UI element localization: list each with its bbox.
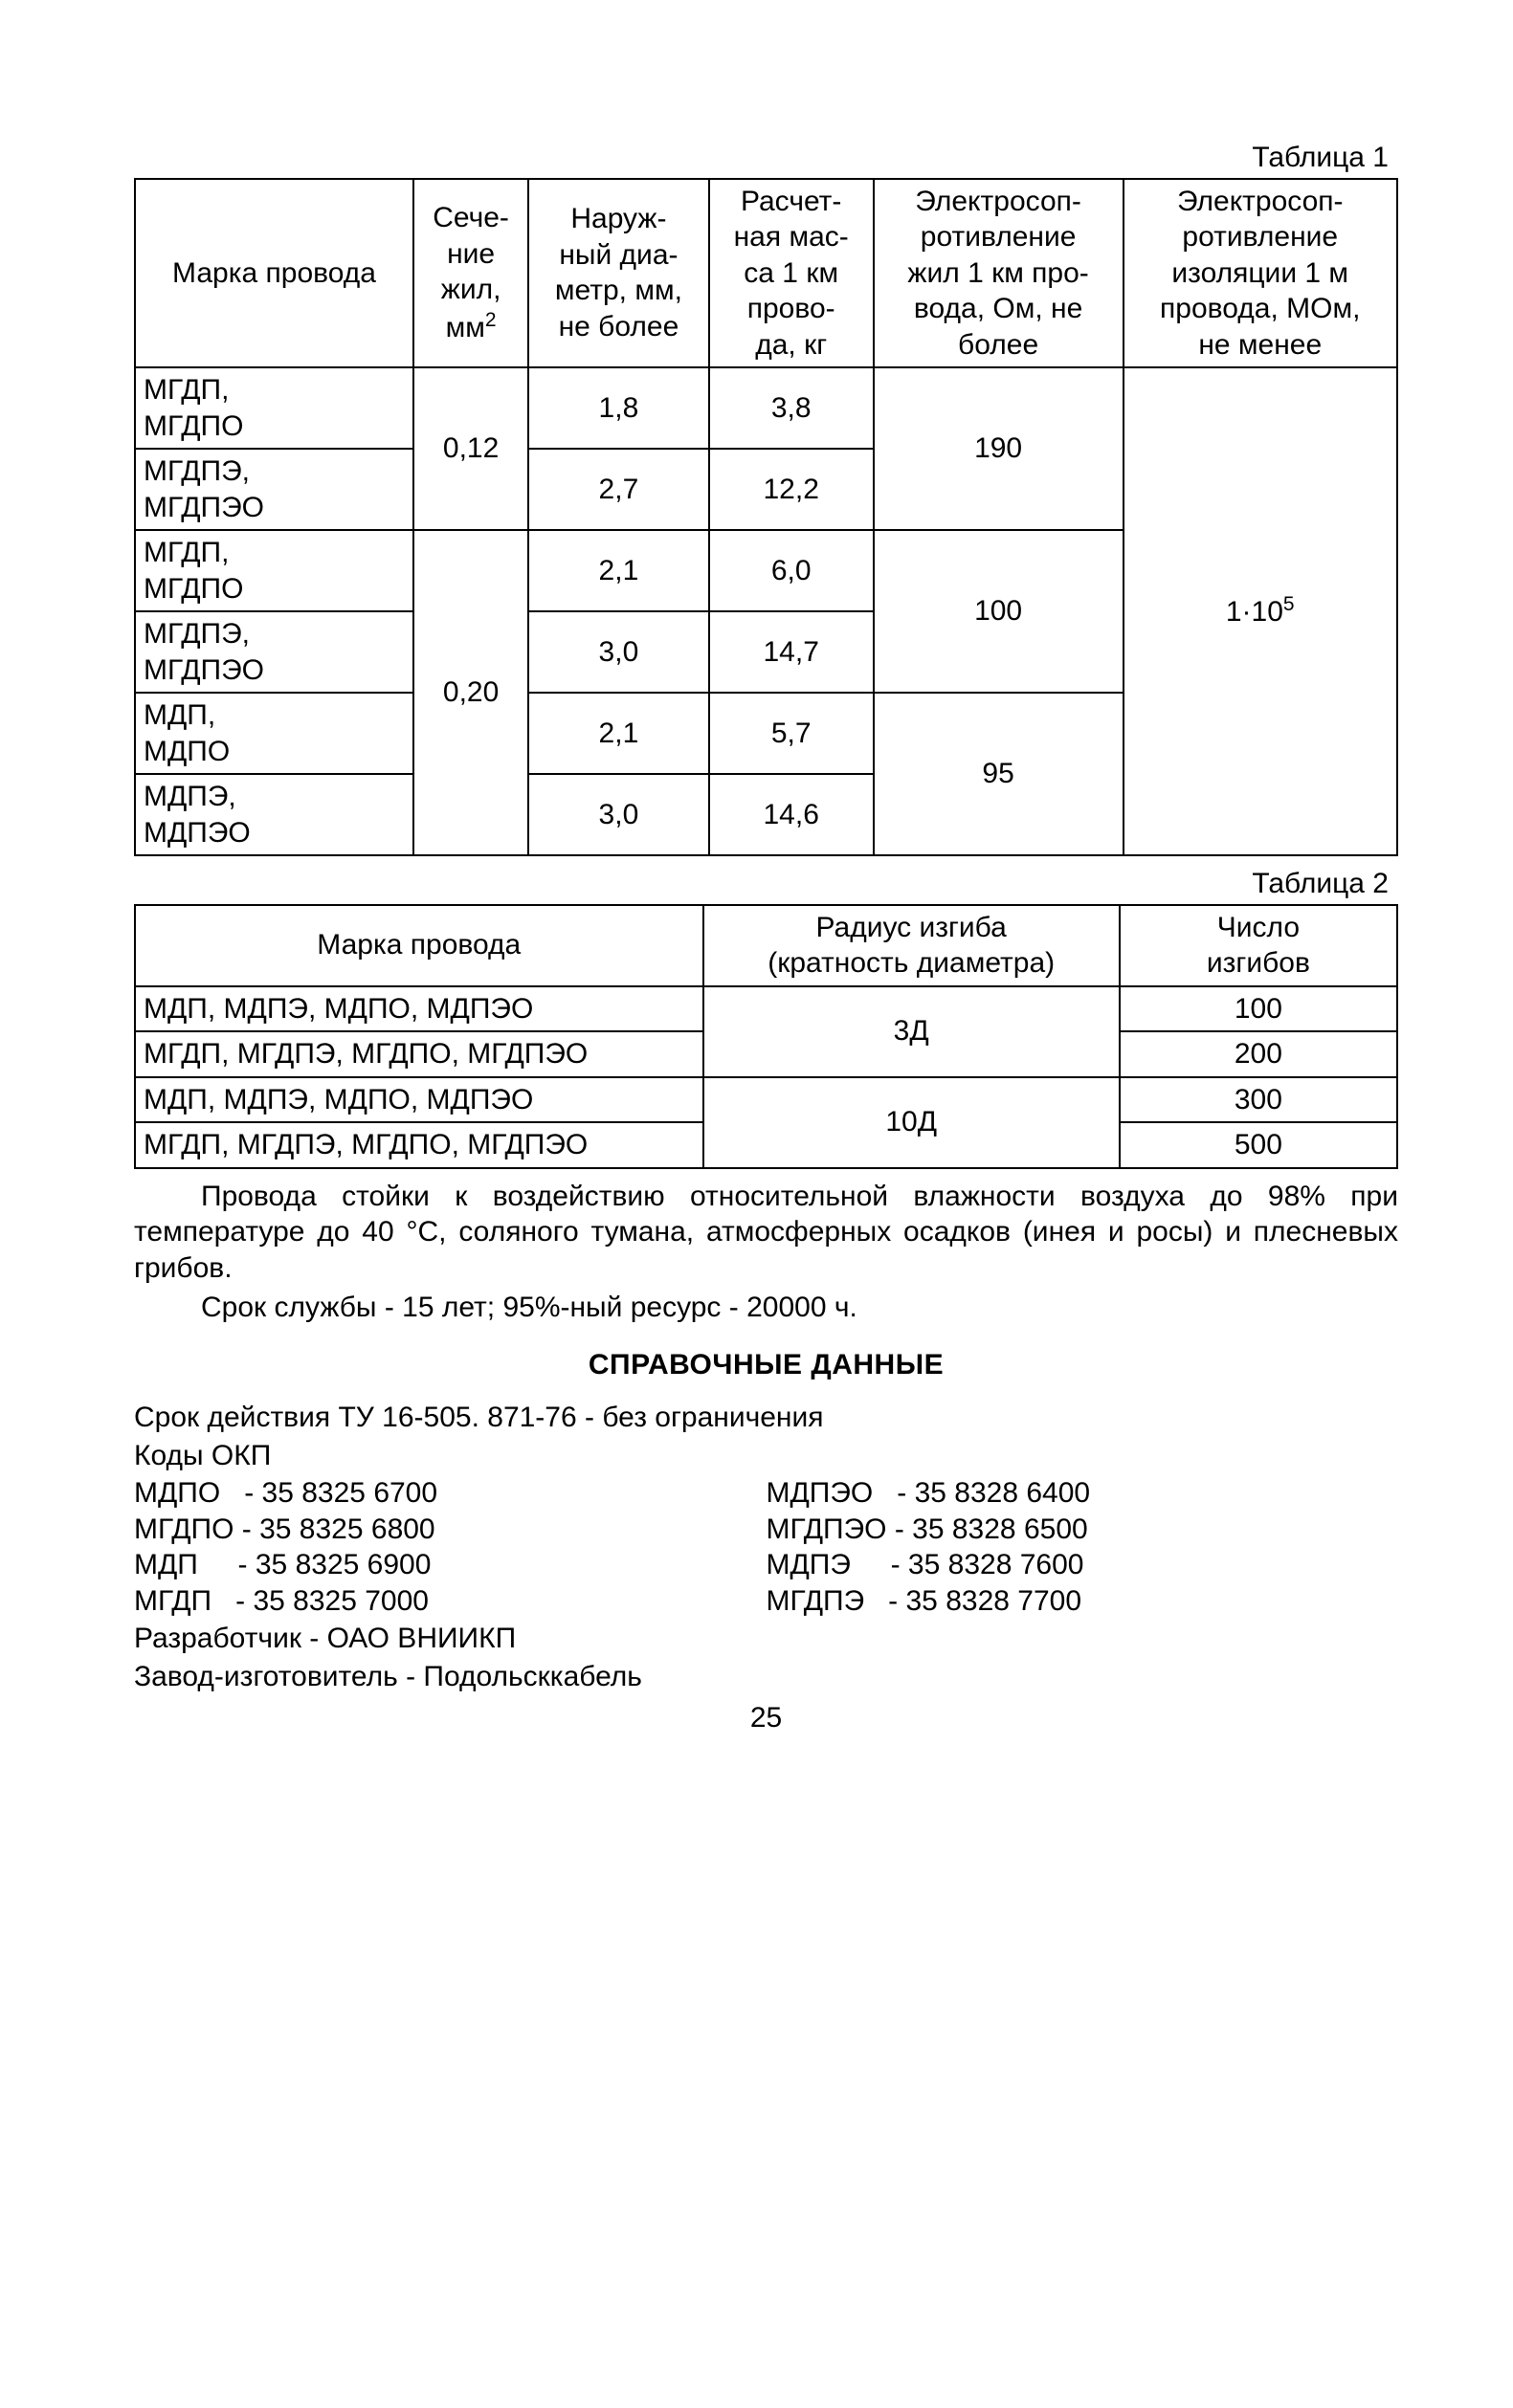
t1-r5-diam: 2,1 bbox=[528, 693, 709, 774]
t1-r3-mass: 6,0 bbox=[709, 530, 874, 611]
t1-h2: Сече- ние жил, мм2 bbox=[413, 179, 528, 368]
table1-caption: Таблица 1 bbox=[134, 140, 1389, 176]
t2-r4-mark: МГДП, МГДПЭ, МГДПО, МГДПЭО bbox=[135, 1122, 703, 1168]
t1-r4-mark: МГДПЭ,МГДПЭО bbox=[135, 611, 413, 693]
t1-r3-sect: 0,20 bbox=[413, 530, 528, 855]
t2-h1: Марка провода bbox=[135, 905, 703, 986]
t2-r1-rad: 3Д bbox=[703, 986, 1120, 1077]
table-row: МДП, МДПЭ, МДПО, МДПЭО 3Д 100 bbox=[135, 986, 1397, 1032]
table-row: МДП, МДПЭ, МДПО, МДПЭО 10Д 300 bbox=[135, 1077, 1397, 1123]
t1-r5-res: 95 bbox=[874, 693, 1124, 855]
table-row: МГДП,МГДПО 0,12 1,8 3,8 190 1·105 bbox=[135, 367, 1397, 449]
code-line: МДПО - 35 8325 6700 bbox=[134, 1475, 767, 1512]
code-line: МГДПЭ - 35 8328 7700 bbox=[767, 1583, 1399, 1620]
t1-r1-mark: МГДП,МГДПО bbox=[135, 367, 413, 449]
t2-r3-mark: МДП, МДПЭ, МДПО, МДПЭО bbox=[135, 1077, 703, 1123]
code-line: МГДПЭО - 35 8328 6500 bbox=[767, 1512, 1399, 1548]
t1-h1: Марка провода bbox=[135, 179, 413, 368]
t1-r4-mass: 14,7 bbox=[709, 611, 874, 693]
table1-header-row: Марка провода Сече- ние жил, мм2 Наруж- … bbox=[135, 179, 1397, 368]
t1-r6-mass: 14,6 bbox=[709, 774, 874, 855]
t1-r3-diam: 2,1 bbox=[528, 530, 709, 611]
t1-r1-diam: 1,8 bbox=[528, 367, 709, 449]
paragraph-1: Провода стойки к воздействию относительн… bbox=[134, 1179, 1398, 1287]
t2-r3-n: 300 bbox=[1120, 1077, 1397, 1123]
okp-codes-left: МДПО - 35 8325 6700 МГДПО - 35 8325 6800… bbox=[134, 1475, 767, 1619]
t1-r1-iso: 1·105 bbox=[1124, 367, 1398, 855]
t1-r6-diam: 3,0 bbox=[528, 774, 709, 855]
table1: Марка провода Сече- ние жил, мм2 Наруж- … bbox=[134, 178, 1398, 857]
t1-r5-mark: МДП,МДПО bbox=[135, 693, 413, 774]
t1-r5-mass: 5,7 bbox=[709, 693, 874, 774]
t1-r3-mark: МГДП,МГДПО bbox=[135, 530, 413, 611]
t1-r2-mark: МГДПЭ,МГДПЭО bbox=[135, 449, 413, 530]
t2-r3-rad: 10Д bbox=[703, 1077, 1120, 1168]
t1-h5: Электросоп- ротивление жил 1 км про- вод… bbox=[874, 179, 1124, 368]
t1-h4: Расчет- ная мас- са 1 км прово- да, кг bbox=[709, 179, 874, 368]
code-line: МДПЭ - 35 8328 7600 bbox=[767, 1547, 1399, 1583]
t1-r2-diam: 2,7 bbox=[528, 449, 709, 530]
okp-codes-right: МДПЭО - 35 8328 6400 МГДПЭО - 35 8328 65… bbox=[767, 1475, 1399, 1619]
t2-h3: Числоизгибов bbox=[1120, 905, 1397, 986]
ref-line-manufacturer: Завод-изготовитель - Подольсккабель bbox=[134, 1659, 1398, 1695]
t2-r2-n: 200 bbox=[1120, 1031, 1397, 1077]
section-heading: СПРАВОЧНЫЕ ДАННЫЕ bbox=[134, 1347, 1398, 1383]
t2-r2-mark: МГДП, МГДПЭ, МГДПО, МГДПЭО bbox=[135, 1031, 703, 1077]
code-line: МГДПО - 35 8325 6800 bbox=[134, 1512, 767, 1548]
code-line: МДП - 35 8325 6900 bbox=[134, 1547, 767, 1583]
t1-r2-mass: 12,2 bbox=[709, 449, 874, 530]
t2-r1-n: 100 bbox=[1120, 986, 1397, 1032]
t2-r4-n: 500 bbox=[1120, 1122, 1397, 1168]
ref-line-okp: Коды ОКП bbox=[134, 1438, 1398, 1474]
table2-header-row: Марка провода Радиус изгиба(кратность ди… bbox=[135, 905, 1397, 986]
paragraph-2: Срок службы - 15 лет; 95%-ный ресурс - 2… bbox=[134, 1290, 1398, 1326]
okp-codes: МДПО - 35 8325 6700 МГДПО - 35 8325 6800… bbox=[134, 1475, 1398, 1619]
ref-line-tu: Срок действия ТУ 16-505. 871-76 - без ог… bbox=[134, 1400, 1398, 1436]
table2-caption: Таблица 2 bbox=[134, 866, 1389, 902]
t1-r4-diam: 3,0 bbox=[528, 611, 709, 693]
table2: Марка провода Радиус изгиба(кратность ди… bbox=[134, 904, 1398, 1169]
code-line: МГДП - 35 8325 7000 bbox=[134, 1583, 767, 1620]
t2-h2: Радиус изгиба(кратность диаметра) bbox=[703, 905, 1120, 986]
t1-r1-sect: 0,12 bbox=[413, 367, 528, 530]
t1-r1-mass: 3,8 bbox=[709, 367, 874, 449]
t1-r6-mark: МДПЭ,МДПЭО bbox=[135, 774, 413, 855]
ref-line-developer: Разработчик - ОАО ВНИИКП bbox=[134, 1621, 1398, 1657]
t1-r3-res: 100 bbox=[874, 530, 1124, 693]
t1-h6: Электросоп- ротивление изоляции 1 м пров… bbox=[1124, 179, 1398, 368]
reference-block: Срок действия ТУ 16-505. 871-76 - без ог… bbox=[134, 1400, 1398, 1694]
t1-h3: Наруж- ный диа- метр, мм, не более bbox=[528, 179, 709, 368]
page-number: 25 bbox=[134, 1700, 1398, 1736]
t1-r1-res: 190 bbox=[874, 367, 1124, 530]
t2-r1-mark: МДП, МДПЭ, МДПО, МДПЭО bbox=[135, 986, 703, 1032]
code-line: МДПЭО - 35 8328 6400 bbox=[767, 1475, 1399, 1512]
